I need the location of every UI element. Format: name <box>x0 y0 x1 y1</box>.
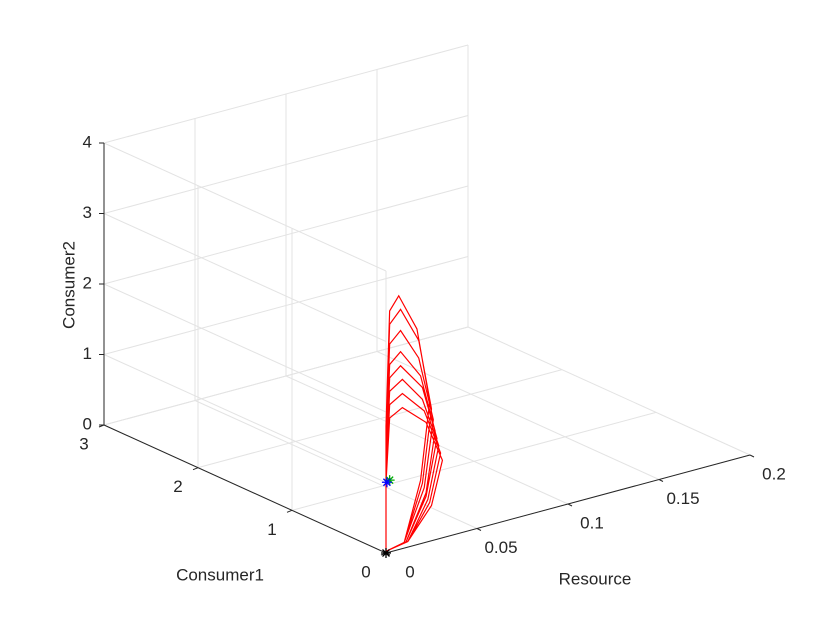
grid-line <box>103 115 469 214</box>
z-tick-label: 2 <box>83 273 92 292</box>
x-axis-label: Resource <box>559 569 632 588</box>
y-tick <box>192 467 199 471</box>
x-tick <box>658 479 664 482</box>
x-tick-label: 0.2 <box>762 464 786 483</box>
grid-line <box>197 369 563 469</box>
grid-line <box>376 351 660 480</box>
y-tick-label: 1 <box>267 520 276 539</box>
trajectory <box>385 294 444 553</box>
z-tick-label: 4 <box>83 132 92 151</box>
y-tick-label: 3 <box>79 434 88 453</box>
z-tick-label: 3 <box>83 203 92 222</box>
grid-line <box>285 375 569 505</box>
grid-line <box>103 256 469 355</box>
grid-line <box>103 44 469 144</box>
star-marker <box>381 477 392 488</box>
y-tick-label: 2 <box>173 477 182 496</box>
x-tick-label: 0.15 <box>666 489 699 508</box>
grid-line <box>103 354 387 483</box>
x-tick <box>567 503 573 507</box>
z-tick-label: 1 <box>83 344 92 363</box>
y-tick-label: 0 <box>361 562 370 581</box>
grid-line <box>103 142 387 272</box>
z-tick-label: 0 <box>83 414 92 433</box>
z-axis-label: Consumer2 <box>59 241 78 329</box>
grid-line <box>103 283 387 413</box>
x-tick-label: 0.1 <box>580 513 604 532</box>
y-axis-label: Consumer1 <box>176 565 264 584</box>
x-tick <box>749 454 755 458</box>
grid-line <box>103 326 469 426</box>
y-tick <box>286 509 293 513</box>
x-tick-label: 0.05 <box>484 538 517 557</box>
grid-line <box>467 326 751 456</box>
x-tick-label: 0 <box>405 562 414 581</box>
star-marker <box>381 548 391 558</box>
grid-line <box>291 411 657 511</box>
y-axis <box>103 424 387 554</box>
grid-line <box>103 213 387 342</box>
grid-line <box>103 185 469 285</box>
x-tick <box>476 528 482 531</box>
